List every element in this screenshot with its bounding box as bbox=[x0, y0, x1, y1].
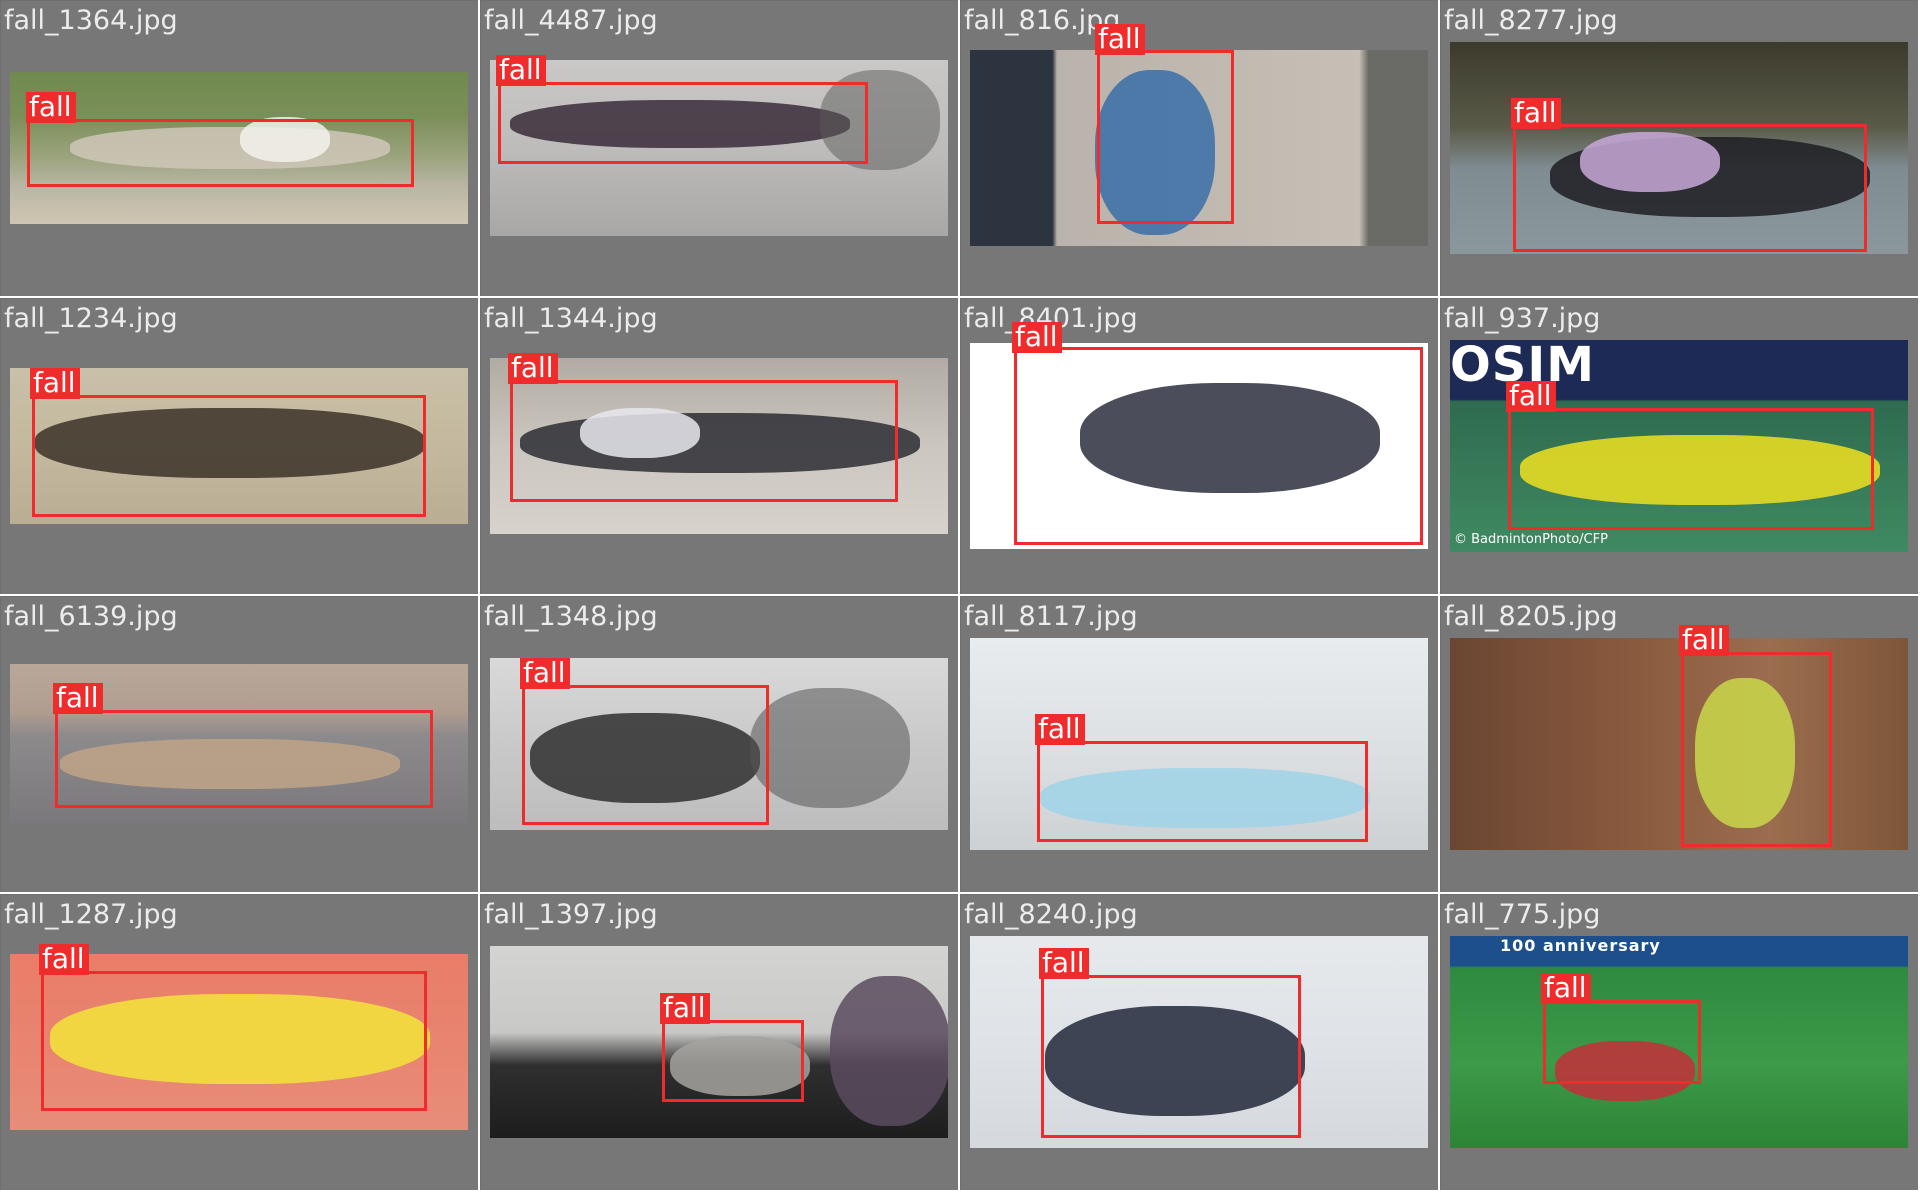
detection-box bbox=[1513, 124, 1867, 252]
tile-fall-1397: fall fall_1397.jpg bbox=[480, 894, 960, 1192]
photo bbox=[1450, 42, 1908, 254]
detection-label: fall bbox=[508, 353, 558, 384]
photo bbox=[970, 343, 1428, 549]
person-figure bbox=[1520, 435, 1880, 505]
photo bbox=[1450, 638, 1908, 850]
person-figure bbox=[530, 713, 760, 803]
filename: fall_8277.jpg bbox=[1444, 5, 1618, 36]
person-figure bbox=[1045, 1006, 1305, 1116]
person-figure bbox=[670, 1036, 810, 1096]
bicycle bbox=[820, 70, 940, 170]
filename: fall_8117.jpg bbox=[964, 601, 1138, 632]
detection-label: fall bbox=[30, 368, 80, 399]
photo bbox=[10, 954, 468, 1130]
watermark: © BadmintonPhoto/CFP bbox=[1454, 532, 1608, 547]
photo bbox=[490, 60, 948, 236]
detection-box bbox=[1681, 652, 1832, 847]
tile-fall-8117: fall fall_8117.jpg bbox=[960, 596, 1440, 894]
detection-box bbox=[1037, 741, 1368, 842]
detection-box bbox=[662, 1020, 804, 1102]
photo bbox=[10, 72, 468, 224]
filename: fall_1234.jpg bbox=[4, 303, 178, 334]
detection-box bbox=[522, 685, 769, 825]
person-figure bbox=[1080, 383, 1380, 493]
audience bbox=[830, 976, 948, 1126]
filename: fall_1397.jpg bbox=[484, 899, 658, 930]
detection-box bbox=[510, 380, 898, 502]
photo bbox=[10, 368, 468, 524]
photo bbox=[970, 50, 1428, 246]
tile-fall-8401: fall fall_8401.jpg bbox=[960, 298, 1440, 596]
person-figure bbox=[510, 100, 850, 148]
filename: fall_816.jpg bbox=[964, 5, 1121, 36]
person-shirt bbox=[240, 117, 330, 162]
person-figure bbox=[1555, 1041, 1695, 1101]
detection-label: fall bbox=[1095, 24, 1145, 55]
detection-box bbox=[41, 971, 427, 1111]
person-shirt bbox=[580, 408, 700, 458]
tile-fall-1348: fall fall_1348.jpg bbox=[480, 596, 960, 894]
person-figure bbox=[1095, 70, 1215, 235]
detection-label: fall bbox=[1506, 381, 1556, 412]
photo: 100 anniversary bbox=[1450, 936, 1908, 1148]
person-figure bbox=[35, 408, 425, 478]
tile-fall-6139: fall fall_6139.jpg bbox=[0, 596, 480, 894]
person-figure bbox=[60, 739, 400, 789]
detection-box bbox=[1041, 975, 1301, 1138]
detection-box bbox=[1014, 347, 1423, 545]
filename: fall_6139.jpg bbox=[4, 601, 178, 632]
tile-fall-4487: fall fall_4487.jpg bbox=[480, 0, 960, 298]
detection-label: fall bbox=[1039, 948, 1089, 979]
filename: fall_8205.jpg bbox=[1444, 601, 1618, 632]
person-figure bbox=[1695, 678, 1795, 828]
detection-label: fall bbox=[1541, 973, 1591, 1004]
photo bbox=[970, 936, 1428, 1148]
detection-box bbox=[498, 82, 868, 164]
photo bbox=[490, 946, 948, 1138]
detection-box bbox=[55, 710, 433, 808]
sponsor-sign: 100 anniversary bbox=[1500, 936, 1661, 955]
tile-fall-8277: fall fall_8277.jpg bbox=[1440, 0, 1920, 298]
filename: fall_775.jpg bbox=[1444, 899, 1601, 930]
detection-label: fall bbox=[26, 92, 76, 123]
person-figure bbox=[1040, 768, 1370, 828]
photo: OSIM © BadmintonPhoto/CFP bbox=[1450, 340, 1908, 552]
detection-label: fall bbox=[496, 55, 546, 86]
tile-fall-1287: fall fall_1287.jpg bbox=[0, 894, 480, 1192]
tile-fall-775: 100 anniversary fall fall_775.jpg bbox=[1440, 894, 1920, 1192]
filename: fall_1348.jpg bbox=[484, 601, 658, 632]
tile-fall-816: fall fall_816.jpg bbox=[960, 0, 1440, 298]
photo bbox=[490, 358, 948, 534]
detection-label: fall bbox=[660, 993, 710, 1024]
detection-label: fall bbox=[1511, 98, 1561, 129]
tile-fall-1344: fall fall_1344.jpg bbox=[480, 298, 960, 596]
detection-label: fall bbox=[520, 658, 570, 689]
tile-fall-8240: fall fall_8240.jpg bbox=[960, 894, 1440, 1192]
bicycle bbox=[750, 688, 910, 808]
detection-box bbox=[1508, 408, 1874, 530]
detection-box bbox=[32, 395, 426, 517]
detection-box bbox=[1543, 1000, 1701, 1084]
filename: fall_937.jpg bbox=[1444, 303, 1601, 334]
filename: fall_1344.jpg bbox=[484, 303, 658, 334]
detection-box bbox=[27, 119, 414, 187]
detection-label: fall bbox=[1679, 625, 1729, 656]
filename: fall_1287.jpg bbox=[4, 899, 178, 930]
person-shirt bbox=[1580, 132, 1720, 192]
person-figure bbox=[70, 127, 390, 169]
tile-fall-8205: fall fall_8205.jpg bbox=[1440, 596, 1920, 894]
detection-label: fall bbox=[1035, 714, 1085, 745]
filename: fall_1364.jpg bbox=[4, 5, 178, 36]
tile-fall-937: OSIM © BadmintonPhoto/CFP fall fall_937.… bbox=[1440, 298, 1920, 596]
tile-fall-1364: fall fall_1364.jpg bbox=[0, 0, 480, 298]
detection-label: fall bbox=[1012, 322, 1062, 353]
detection-box bbox=[1097, 50, 1234, 224]
detection-label: fall bbox=[53, 683, 103, 714]
filename: fall_8240.jpg bbox=[964, 899, 1138, 930]
detection-label: fall bbox=[39, 944, 89, 975]
tile-fall-1234: fall fall_1234.jpg bbox=[0, 298, 480, 596]
filename: fall_4487.jpg bbox=[484, 5, 658, 36]
person-figure bbox=[50, 994, 430, 1084]
